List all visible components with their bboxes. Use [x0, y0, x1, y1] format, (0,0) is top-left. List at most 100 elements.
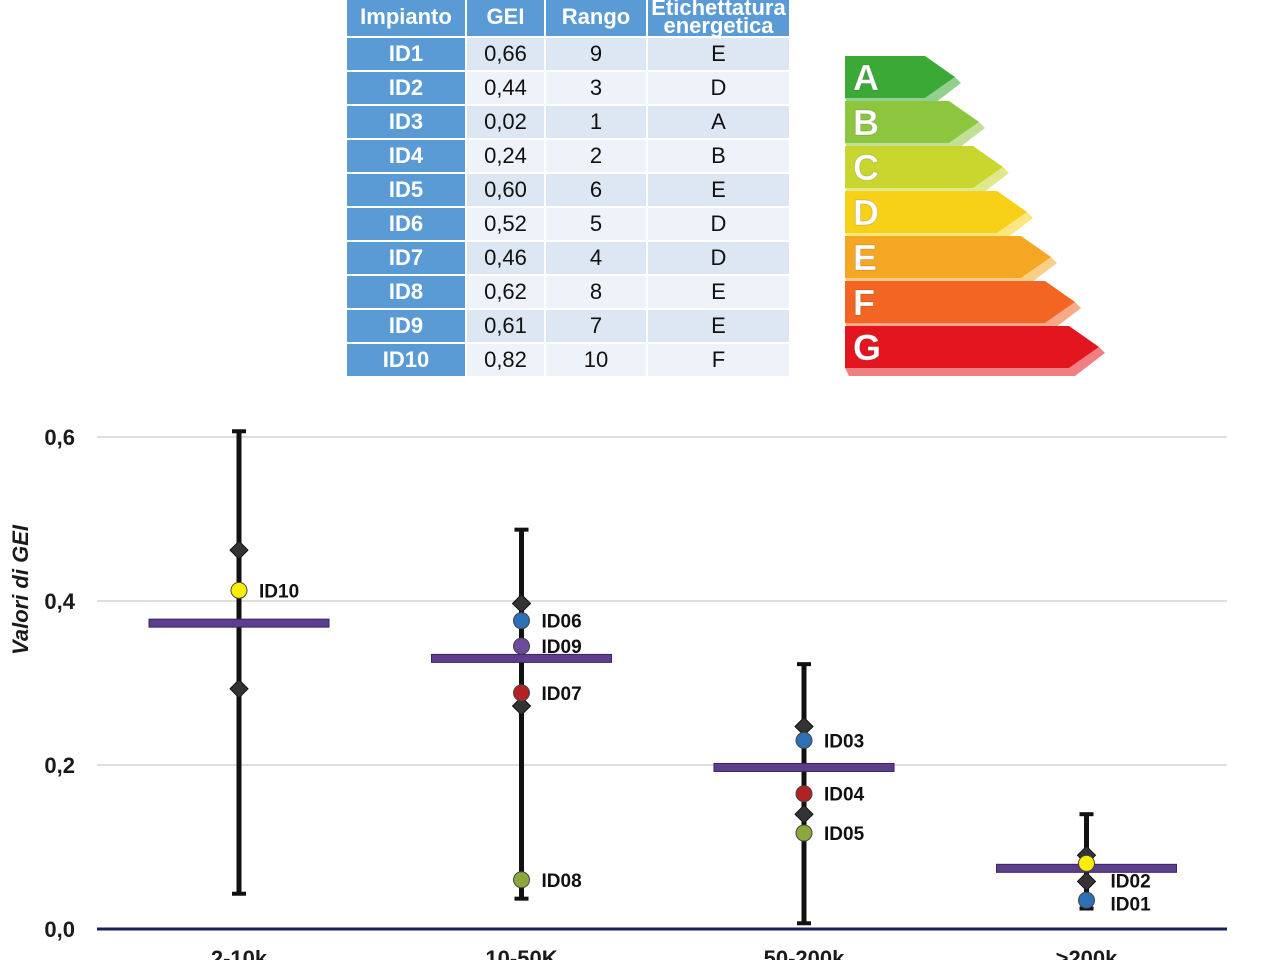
- cell-impianto: ID9: [347, 310, 465, 342]
- cell-rango: 9: [546, 38, 646, 70]
- header-etichettatura-word: Etichettatura: [651, 0, 786, 20]
- data-point: [795, 824, 813, 842]
- table-row: ID9 0,61 7 E: [347, 310, 789, 342]
- energy-class-f: F: [845, 281, 1081, 331]
- cell-etichetta: E: [648, 174, 789, 206]
- data-point: [1078, 891, 1095, 909]
- cell-etichetta: E: [648, 38, 789, 70]
- cell-gei: 0,66: [467, 38, 544, 70]
- group-1: ID06 ID09 ID07 ID08: [431, 527, 612, 901]
- y-tick-label: 0,0: [44, 917, 75, 942]
- energy-class-d: D: [845, 191, 1033, 241]
- point-label: ID08: [542, 871, 582, 892]
- cell-gei: 0,62: [467, 276, 544, 308]
- table-row: ID7 0,46 4 D: [347, 242, 789, 274]
- cell-rango: 6: [546, 174, 646, 206]
- y-tick-label: 0,2: [44, 753, 75, 778]
- point-label: ID06: [542, 612, 582, 633]
- cell-etichetta: D: [648, 242, 789, 274]
- group-0: ID10: [148, 429, 330, 896]
- cell-gei: 0,24: [467, 140, 544, 172]
- grid-lines: [97, 436, 1227, 766]
- cell-rango: 4: [546, 242, 646, 274]
- cell-impianto: ID2: [347, 72, 465, 104]
- cell-etichetta: A: [648, 106, 789, 138]
- cell-etichetta: E: [648, 276, 789, 308]
- x-tick-label: >200k: [1056, 946, 1119, 960]
- cell-rango: 8: [546, 276, 646, 308]
- point-label: ID05: [824, 824, 865, 845]
- cell-impianto: ID1: [347, 38, 465, 70]
- header-etichettatura: Etichettatura energetica: [648, 0, 789, 38]
- cell-impianto: ID6: [347, 208, 465, 240]
- energy-class-letter: A: [853, 57, 879, 98]
- header-etichettatura-word: energetica: [663, 13, 774, 38]
- mean-bar: [148, 618, 330, 628]
- energy-class-letter: E: [853, 237, 877, 278]
- point-label: ID09: [542, 637, 582, 658]
- x-tick-label: 50-200k: [764, 946, 846, 960]
- point-label: ID03: [824, 731, 864, 752]
- cell-impianto: ID5: [347, 174, 465, 206]
- header-gei: GEI: [467, 0, 544, 36]
- quartile-marker: [229, 679, 249, 699]
- quartile-marker: [511, 696, 532, 716]
- table-row: ID10 0,82 10 F: [347, 344, 789, 376]
- data-point: [513, 871, 530, 889]
- energy-class-letter: G: [853, 327, 881, 368]
- cell-gei: 0,46: [467, 242, 544, 274]
- data-point: [1078, 854, 1095, 872]
- cell-impianto: ID8: [347, 276, 465, 308]
- mean-bar: [713, 762, 895, 772]
- quartile-marker: [229, 540, 249, 560]
- table-row: ID3 0,02 1 A: [347, 106, 789, 138]
- energy-class-e: E: [845, 236, 1057, 286]
- table-row: ID2 0,44 3 D: [347, 72, 789, 104]
- axes: 0,0 0,2 0,4 0,6 2-10k 10-50K 50-200k >200k: [44, 425, 1227, 960]
- cell-impianto: ID10: [347, 344, 465, 376]
- cell-rango: 3: [546, 72, 646, 104]
- point-label: ID01: [1111, 894, 1152, 915]
- point-label: ID10: [259, 581, 299, 602]
- cell-rango: 10: [546, 344, 646, 376]
- cell-etichetta: D: [648, 208, 789, 240]
- y-tick-label: 0,4: [44, 589, 75, 614]
- cell-rango: 7: [546, 310, 646, 342]
- y-axis-label: Valori di GEI: [8, 524, 33, 655]
- cell-gei: 0,60: [467, 174, 544, 206]
- y-tick-label: 0,6: [44, 425, 75, 450]
- energy-class-g: G: [845, 326, 1105, 376]
- cell-rango: 1: [546, 106, 646, 138]
- cell-impianto: ID3: [347, 106, 465, 138]
- cell-gei: 0,02: [467, 106, 544, 138]
- data-point: [513, 637, 530, 655]
- table-row: ID5 0,60 6 E: [347, 174, 789, 206]
- energy-class-a: A: [845, 56, 961, 106]
- cell-etichetta: E: [648, 310, 789, 342]
- quartile-marker: [1076, 871, 1097, 892]
- energy-class-letter: D: [853, 192, 879, 233]
- gei-chart: 0,0 0,2 0,4 0,6 2-10k 10-50K 50-200k >200k ID10…: [8, 425, 1227, 960]
- cell-etichetta: F: [648, 344, 789, 376]
- table-row: ID6 0,52 5 D: [347, 208, 789, 240]
- energy-class-letter: F: [853, 282, 875, 323]
- cell-etichetta: B: [648, 140, 789, 172]
- point-label: ID02: [1111, 871, 1151, 892]
- cell-rango: 5: [546, 208, 646, 240]
- group-2: ID03 ID04 ID05: [713, 662, 895, 926]
- cell-gei: 0,44: [467, 72, 544, 104]
- quartile-marker: [794, 804, 814, 824]
- header-impianto: Impianto: [347, 0, 465, 36]
- energy-class-c: C: [845, 146, 1009, 196]
- cell-gei: 0,61: [467, 310, 544, 342]
- data-point: [513, 684, 530, 702]
- energy-class-letter: C: [853, 147, 879, 188]
- cell-impianto: ID7: [347, 242, 465, 274]
- data-point: [795, 785, 813, 803]
- cell-gei: 0,82: [467, 344, 544, 376]
- data-point: [513, 612, 530, 630]
- point-label: ID04: [824, 785, 865, 806]
- mean-bar: [431, 653, 612, 663]
